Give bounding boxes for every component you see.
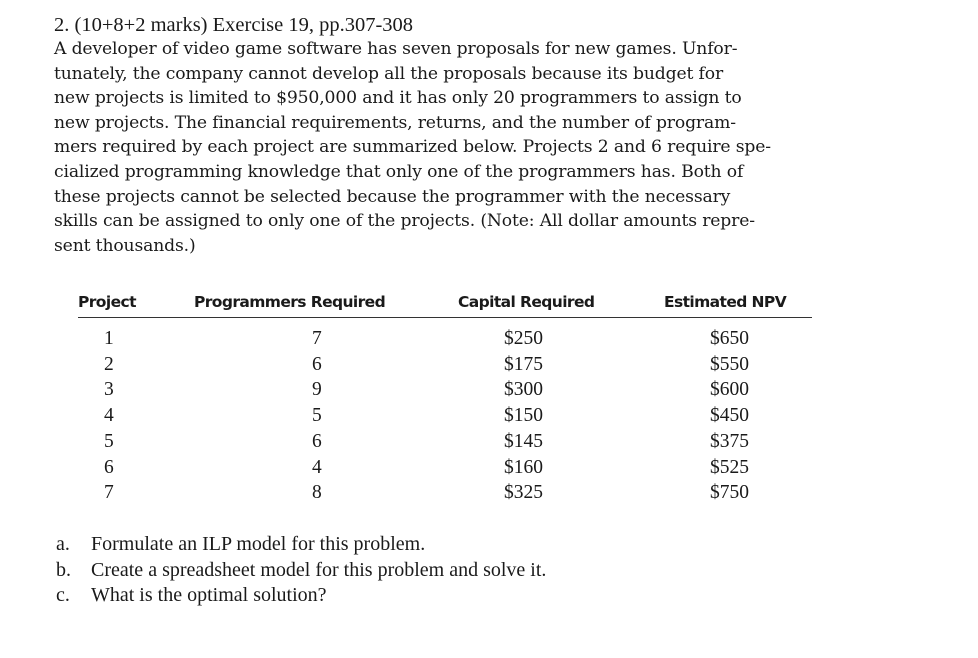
cell-capital: $160 xyxy=(504,456,543,478)
cell-npv: $550 xyxy=(710,353,749,375)
header-project: Project xyxy=(78,293,194,318)
task-text: Formulate an ILP model for this problem. xyxy=(91,533,426,555)
cell-npv: $525 xyxy=(710,456,749,478)
cell-capital: $250 xyxy=(504,328,543,349)
paragraph-line: tunately, the company cannot develop all… xyxy=(54,63,724,84)
table-row: 2 6 $175 $550 xyxy=(78,352,812,378)
header-npv: Estimated NPV xyxy=(664,293,812,318)
cell-capital: $145 xyxy=(504,430,543,452)
paragraph-line: new projects. The financial requirements… xyxy=(54,112,736,133)
task-item-a: a. Formulate an ILP model for this probl… xyxy=(56,532,546,558)
cell-programmers: 6 xyxy=(312,353,322,375)
cell-programmers: 9 xyxy=(312,379,322,401)
paragraph-line: new projects is limited to $950,000 and … xyxy=(54,88,742,109)
cell-project: 7 xyxy=(104,482,114,504)
task-list: a. Formulate an ILP model for this probl… xyxy=(56,532,546,609)
cell-project: 2 xyxy=(104,353,114,375)
paragraph-line: mers required by each project are summar… xyxy=(54,137,771,158)
cell-programmers: 4 xyxy=(312,456,322,478)
paragraph-line: skills can be assigned to only one of th… xyxy=(54,211,755,232)
table-row: 1 7 $250 $650 xyxy=(78,318,812,352)
cell-project: 4 xyxy=(104,405,114,427)
task-item-b: b. Create a spreadsheet model for this p… xyxy=(56,558,546,584)
cell-project: 6 xyxy=(104,456,114,478)
header-capital: Capital Required xyxy=(458,293,664,318)
cell-programmers: 8 xyxy=(312,482,322,504)
paragraph-line: A developer of video game software has s… xyxy=(54,39,738,59)
cell-programmers: 7 xyxy=(312,328,322,349)
header-programmers: Programmers Required xyxy=(194,293,458,318)
cell-capital: $150 xyxy=(504,405,543,427)
cell-npv: $650 xyxy=(710,328,749,349)
cell-project: 3 xyxy=(104,379,114,401)
table-row: 5 6 $145 $375 xyxy=(78,429,812,455)
question-heading: 2. (10+8+2 marks) Exercise 19, pp.307-30… xyxy=(54,14,414,36)
paragraph-line: cialized programming knowledge that only… xyxy=(54,161,744,182)
task-label: a. xyxy=(56,533,70,555)
cell-npv: $750 xyxy=(710,482,749,504)
task-text: Create a spreadsheet model for this prob… xyxy=(91,558,547,581)
table-row: 3 9 $300 $600 xyxy=(78,377,812,403)
cell-npv: $375 xyxy=(710,430,749,452)
cell-project: 1 xyxy=(104,328,114,349)
paragraph-line: these projects cannot be selected becaus… xyxy=(54,186,731,207)
cell-programmers: 6 xyxy=(312,430,322,452)
table-row: 4 5 $150 $450 xyxy=(78,403,812,429)
task-label: b. xyxy=(56,558,71,581)
question-block: 2. (10+8+2 marks) Exercise 19, pp.307-30… xyxy=(54,14,874,258)
cell-npv: $600 xyxy=(710,379,749,401)
table-header-row: Project Programmers Required Capital Req… xyxy=(78,293,812,318)
table-row: 7 8 $325 $750 xyxy=(78,480,812,506)
cell-npv: $450 xyxy=(710,405,749,427)
cell-capital: $325 xyxy=(504,482,543,504)
table-row: 6 4 $160 $525 xyxy=(78,455,812,481)
task-label: c. xyxy=(56,584,70,606)
task-text: What is the optimal solution? xyxy=(91,584,327,606)
task-item-c: c. What is the optimal solution? xyxy=(56,583,546,609)
cell-project: 5 xyxy=(104,430,114,452)
problem-statement: A developer of video game software has s… xyxy=(54,37,874,258)
projects-table: Project Programmers Required Capital Req… xyxy=(78,293,812,506)
cell-capital: $175 xyxy=(504,353,543,375)
paragraph-line: sent thousands.) xyxy=(54,235,196,256)
cell-capital: $300 xyxy=(504,379,543,401)
cell-programmers: 5 xyxy=(312,405,322,427)
